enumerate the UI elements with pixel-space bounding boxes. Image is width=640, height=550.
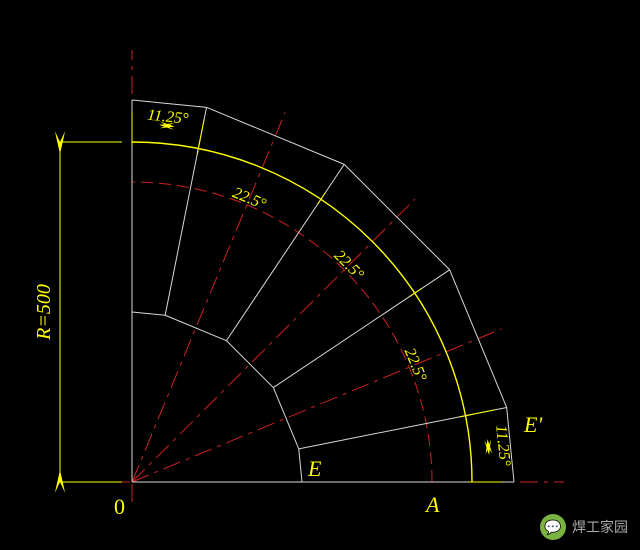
watermark-text: 焊工家园 [572,517,628,537]
svg-text:0: 0 [114,494,125,519]
svg-text:E: E [307,456,322,481]
svg-text:11.25°: 11.25° [492,424,513,467]
svg-text:A: A [424,492,440,517]
wechat-icon: 💬 [540,514,566,540]
svg-text:E': E' [523,412,542,437]
cad-drawing: R=50022.5°22.5°22.5°11.25°11.25°0EE'A [0,0,640,550]
svg-text:R=500: R=500 [33,284,55,341]
watermark: 💬 焊工家园 [540,514,628,540]
svg-text:22.5°: 22.5° [230,184,269,213]
svg-text:22.5°: 22.5° [401,346,430,385]
